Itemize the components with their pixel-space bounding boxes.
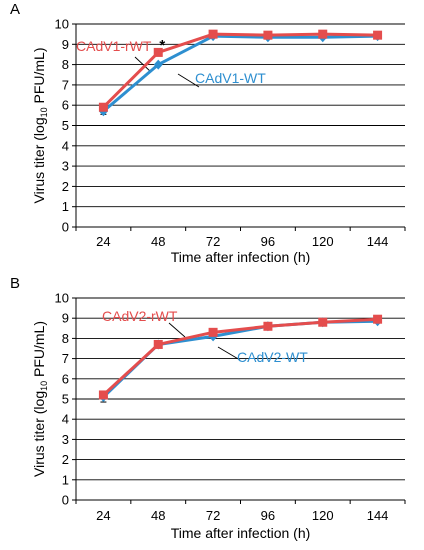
y-tick-label: 2 (62, 179, 69, 194)
label-leader-line (168, 322, 186, 338)
y-tick-label: 1 (62, 199, 69, 214)
significance-asterisk: * (159, 37, 165, 54)
y-axis-label-unit: PFU/mL) (31, 47, 47, 107)
y-axis-label-main: Virus titer (log (31, 391, 47, 477)
x-tick-label: 144 (367, 508, 389, 523)
data-point-cadv1-rwt (263, 30, 273, 40)
y-tick-label: 0 (62, 493, 69, 508)
data-point-cadv1-rwt (153, 47, 163, 57)
x-axis-label: Time after infection (h) (171, 525, 311, 541)
x-tick-label: 120 (312, 508, 334, 523)
y-tick-label: 3 (62, 432, 69, 447)
data-point-cadv1-rwt (208, 29, 218, 39)
chart-panel-b: B 0 1 2 3 4 5 6 7 8 9 10 24 48 72 96 120 144 Time after in… (10, 275, 406, 541)
data-point-cadv2-rwt (373, 314, 383, 324)
series-label-cadv2-rwt: CAdV2-rWT (102, 308, 178, 324)
y-axis-label-main: Virus titer (log (31, 117, 47, 203)
data-point-cadv2-rwt (98, 390, 108, 400)
y-tick-label: 5 (62, 392, 69, 407)
data-point-cadv2-rwt (153, 339, 163, 349)
x-tick-label: 48 (151, 508, 165, 523)
panel-label: A (10, 1, 20, 18)
y-tick-label: 6 (62, 98, 69, 113)
y-tick-label: 7 (62, 77, 69, 92)
label-leader-line (217, 346, 241, 361)
series-line-cadv1-wt (102, 34, 378, 113)
x-tick-label: 120 (312, 234, 334, 249)
y-tick-label: 1 (62, 472, 69, 487)
series-label-cadv1-wt: CAdV1-WT (195, 70, 266, 86)
series-line-cadv2-rwt (102, 317, 378, 397)
y-axis-label-subscript: 10 (39, 107, 49, 117)
y-tick-label: 10 (55, 17, 69, 32)
y-tick-label: 0 (62, 220, 69, 235)
x-tick-label: 144 (367, 234, 389, 249)
x-axis-label: Time after infection (h) (171, 249, 311, 265)
series-label-cadv2-wt: CAdV2-WT (237, 349, 308, 365)
x-tick-label: 24 (96, 508, 110, 523)
y-tick-label: 4 (62, 138, 69, 153)
data-point-cadv1-rwt (98, 102, 108, 112)
data-point-cadv1-wt (153, 59, 163, 70)
y-axis-label: Virus titer (log10 PFU/mL) (31, 321, 49, 477)
panel-label: B (10, 275, 20, 292)
y-axis-label: Virus titer (log10 PFU/mL) (31, 47, 49, 203)
y-tick-label: 9 (62, 37, 69, 52)
data-point-cadv2-rwt (208, 327, 218, 337)
y-tick-label: 7 (62, 351, 69, 366)
y-tick-label: 6 (62, 371, 69, 386)
data-point-cadv1-rwt (373, 30, 383, 40)
x-tick-label: 24 (96, 234, 110, 249)
x-tick-label: 72 (206, 508, 220, 523)
x-tick-label: 48 (151, 234, 165, 249)
data-point-cadv2-rwt (318, 317, 328, 327)
y-tick-label: 5 (62, 118, 69, 133)
y-tick-label: 4 (62, 412, 69, 427)
label-leader-line (177, 73, 200, 88)
y-tick-label: 2 (62, 452, 69, 467)
y-axis-label-subscript: 10 (39, 381, 49, 391)
chart-panel-a: A 0 1 2 3 4 5 6 7 8 9 10 24 48 72 96 120 144 Time after in… (10, 1, 406, 265)
x-tick-label: 96 (261, 508, 275, 523)
y-tick-label: 9 (62, 311, 69, 326)
x-tick-label: 96 (261, 234, 275, 249)
series-label-cadv1-rwt: CAdV1-rWT (76, 38, 152, 54)
label-leader-line (134, 56, 152, 73)
y-tick-label: 8 (62, 57, 69, 72)
y-tick-label: 10 (55, 291, 69, 306)
x-tick-label: 72 (206, 234, 220, 249)
y-tick-label: 3 (62, 159, 69, 174)
y-axis-label-unit: PFU/mL) (31, 321, 47, 381)
data-point-cadv2-rwt (263, 321, 273, 331)
y-tick-label: 8 (62, 331, 69, 346)
data-point-cadv1-rwt (318, 29, 328, 39)
series-line-cadv1-rwt (102, 32, 378, 109)
